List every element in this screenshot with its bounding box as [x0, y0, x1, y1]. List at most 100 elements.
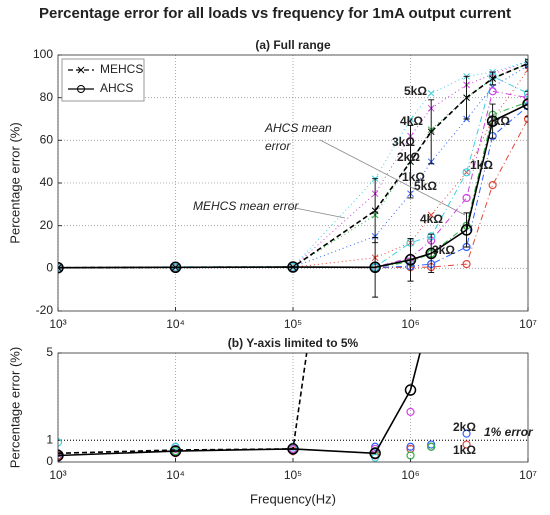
plot-content — [58, 58, 528, 298]
error-bar — [489, 103, 496, 139]
marker — [369, 261, 381, 274]
marker — [169, 445, 182, 457]
y-tick-label: 20 — [40, 218, 54, 232]
annotation: 2kΩ — [397, 150, 420, 164]
marker — [427, 440, 436, 449]
y-tick-label: 100 — [33, 47, 53, 61]
marker — [58, 264, 62, 272]
marker — [406, 442, 415, 451]
x-axis-label: Frequency(Hz) — [250, 491, 336, 506]
y-tick-label: 0 — [46, 454, 53, 468]
marker — [523, 89, 528, 98]
pointer-line — [289, 206, 346, 219]
marker — [488, 181, 497, 190]
y-tick-label: 40 — [40, 175, 54, 189]
pointer-line — [319, 139, 466, 216]
marker — [425, 247, 437, 260]
x-tick-label: 10⁷ — [519, 317, 537, 331]
x-tick-label: 10⁷ — [519, 468, 537, 482]
y-tick-label: 5 — [46, 345, 53, 359]
plot-frame — [57, 54, 529, 312]
marker — [287, 443, 299, 455]
legend-label: MEHCS — [100, 62, 143, 76]
series-line — [58, 353, 421, 457]
annotation: 5kΩ — [404, 84, 427, 98]
x-tick-label: 10⁵ — [284, 317, 302, 331]
marker — [427, 442, 436, 451]
legend-box — [61, 58, 145, 102]
marker — [463, 23, 470, 30]
marker — [523, 93, 528, 102]
marker — [522, 98, 528, 110]
marker — [58, 438, 63, 447]
marker — [404, 254, 417, 266]
marker — [58, 261, 64, 274]
x-tick-label: 10⁵ — [284, 468, 302, 482]
x-tick-label: 10³ — [49, 317, 66, 331]
error-bar — [372, 236, 379, 298]
legend-label: AHCS — [100, 81, 133, 95]
marker — [463, 94, 470, 102]
marker — [407, 115, 414, 123]
annotation: MEHCS mean error — [193, 199, 299, 213]
panel-title: (b) Y-axis limited to 5% — [228, 336, 359, 350]
error-bar — [525, 58, 528, 69]
annotation: 3kΩ — [432, 243, 455, 257]
marker — [462, 259, 471, 269]
marker — [427, 90, 435, 97]
marker — [58, 453, 63, 462]
marker — [462, 440, 471, 449]
error-bar — [463, 212, 470, 248]
marker — [427, 128, 435, 136]
marker — [463, 168, 470, 176]
y-axis-label: Percentage error (%) — [7, 122, 22, 243]
marker — [486, 115, 499, 127]
marker — [371, 207, 379, 215]
y-axis-label: Percentage error (%) — [7, 347, 22, 468]
y-tick-label: 60 — [40, 133, 54, 147]
marker — [460, 224, 473, 236]
annotation: 1kΩ — [402, 170, 425, 184]
annotation: 4kΩ — [420, 212, 443, 226]
annotation: AHCS mean — [264, 121, 332, 135]
figure-title: Percentage error for all loads vs freque… — [39, 5, 511, 22]
marker — [407, 158, 414, 166]
plot-frame — [57, 352, 529, 463]
x-tick-label: 10⁴ — [166, 317, 185, 331]
y-tick-label: 0 — [46, 261, 53, 275]
marker — [524, 60, 528, 67]
panel-title: (a) Full range — [255, 38, 331, 52]
marker — [462, 168, 471, 177]
x-tick-label: 10³ — [49, 468, 66, 482]
marker — [462, 193, 471, 203]
marker — [169, 261, 182, 274]
marker — [523, 97, 528, 107]
annotation: 1% error — [484, 425, 534, 439]
marker — [287, 261, 299, 273]
annotation: 4kΩ — [400, 114, 423, 128]
annotation: 3kΩ — [392, 135, 415, 149]
x-tick-label: 10⁶ — [401, 468, 419, 482]
marker — [523, 114, 528, 124]
annotation: 2kΩ — [453, 420, 476, 434]
marker — [489, 75, 496, 82]
y-tick-label: 1 — [46, 432, 53, 446]
x-tick-label: 10⁶ — [401, 317, 419, 331]
marker — [462, 429, 471, 438]
annotation: 5kΩ — [414, 179, 437, 193]
error-bar — [407, 238, 414, 282]
error-bar — [428, 233, 435, 274]
annotation: 1kΩ — [470, 158, 493, 172]
annotation: 2kΩ — [487, 114, 510, 128]
annotation: 1kΩ — [453, 443, 476, 457]
marker — [488, 87, 497, 96]
y-tick-label: 80 — [40, 90, 54, 104]
x-tick-label: 10⁴ — [166, 468, 185, 482]
annotation: error — [265, 139, 291, 153]
marker — [427, 211, 435, 219]
marker — [369, 447, 381, 460]
marker — [406, 451, 415, 460]
legend-marker — [77, 85, 85, 93]
plot-content — [58, 23, 471, 462]
